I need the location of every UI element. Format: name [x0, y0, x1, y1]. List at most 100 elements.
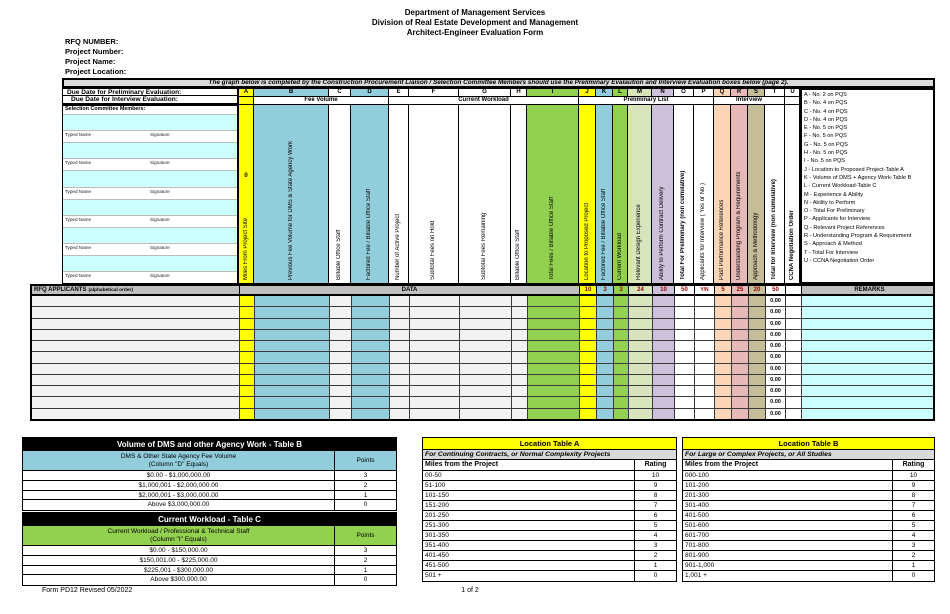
score-cell-K[interactable] [597, 352, 614, 363]
score-cell-N[interactable] [653, 341, 675, 352]
score-cell-Q[interactable] [715, 374, 732, 386]
score-cell-F[interactable] [410, 296, 460, 307]
score-cell-M[interactable] [629, 363, 653, 374]
score-cell-K[interactable] [597, 397, 614, 408]
score-cell-P[interactable] [695, 296, 715, 307]
remarks-cell[interactable] [802, 352, 933, 363]
score-cell-I[interactable] [528, 296, 580, 307]
applicant-name-cell[interactable] [32, 307, 240, 318]
score-cell-F[interactable] [410, 341, 460, 352]
committee-member-name-input[interactable] [63, 170, 237, 188]
score-cell-K[interactable] [597, 307, 614, 318]
score-cell-N[interactable] [653, 386, 675, 397]
score-cell-A[interactable] [240, 329, 255, 341]
score-cell-I[interactable] [528, 318, 580, 329]
score-cell-E[interactable] [390, 296, 410, 307]
score-cell-G[interactable] [460, 386, 512, 397]
score-cell-I[interactable] [528, 307, 580, 318]
score-cell-P[interactable] [695, 374, 715, 386]
score-cell-R[interactable] [732, 307, 749, 318]
score-cell-B[interactable] [255, 318, 330, 329]
applicant-name-cell[interactable] [32, 397, 240, 408]
remarks-cell[interactable] [802, 318, 933, 329]
score-cell-E[interactable] [390, 374, 410, 386]
score-cell-Q[interactable] [715, 408, 732, 419]
score-cell-E[interactable] [390, 397, 410, 408]
score-cell-N[interactable] [653, 408, 675, 419]
score-cell-L[interactable] [614, 363, 629, 374]
score-cell-R[interactable] [732, 296, 749, 307]
score-cell-C[interactable] [330, 341, 352, 352]
score-cell-S[interactable] [749, 318, 766, 329]
score-cell-C[interactable] [330, 408, 352, 419]
score-cell-K[interactable] [597, 329, 614, 341]
score-cell-D[interactable] [352, 363, 390, 374]
remarks-cell[interactable] [802, 363, 933, 374]
score-cell-D[interactable] [352, 374, 390, 386]
score-cell-B[interactable] [255, 329, 330, 341]
score-cell-U[interactable] [786, 352, 802, 363]
applicant-name-cell[interactable] [32, 408, 240, 419]
score-cell-E[interactable] [390, 352, 410, 363]
score-cell-A[interactable] [240, 318, 255, 329]
score-cell-M[interactable] [629, 386, 653, 397]
score-cell-K[interactable] [597, 386, 614, 397]
score-cell-D[interactable] [352, 307, 390, 318]
score-cell-C[interactable] [330, 296, 352, 307]
score-cell-B[interactable] [255, 374, 330, 386]
score-cell-O[interactable] [675, 408, 695, 419]
remarks-cell[interactable] [802, 386, 933, 397]
score-cell-M[interactable] [629, 341, 653, 352]
score-cell-G[interactable] [460, 296, 512, 307]
score-cell-R[interactable] [732, 329, 749, 341]
score-cell-S[interactable] [749, 341, 766, 352]
score-cell-Q[interactable] [715, 397, 732, 408]
score-cell-G[interactable] [460, 307, 512, 318]
score-cell-O[interactable] [675, 341, 695, 352]
score-cell-U[interactable] [786, 329, 802, 341]
score-cell-I[interactable] [528, 363, 580, 374]
score-cell-J[interactable] [580, 397, 597, 408]
score-cell-L[interactable] [614, 318, 629, 329]
score-cell-A[interactable] [240, 296, 255, 307]
score-cell-G[interactable] [460, 397, 512, 408]
score-cell-B[interactable] [255, 408, 330, 419]
score-cell-I[interactable] [528, 397, 580, 408]
committee-member-name-input[interactable] [63, 198, 237, 216]
score-cell-S[interactable] [749, 397, 766, 408]
score-cell-Q[interactable] [715, 363, 732, 374]
score-cell-P[interactable] [695, 386, 715, 397]
score-cell-O[interactable] [675, 352, 695, 363]
score-cell-D[interactable] [352, 408, 390, 419]
remarks-cell[interactable] [802, 374, 933, 386]
score-cell-H[interactable] [512, 318, 528, 329]
score-cell-M[interactable] [629, 352, 653, 363]
score-cell-S[interactable] [749, 296, 766, 307]
remarks-cell[interactable] [802, 341, 933, 352]
score-cell-N[interactable] [653, 329, 675, 341]
score-cell-R[interactable] [732, 374, 749, 386]
score-cell-S[interactable] [749, 386, 766, 397]
score-cell-D[interactable] [352, 296, 390, 307]
score-cell-F[interactable] [410, 397, 460, 408]
score-cell-N[interactable] [653, 318, 675, 329]
score-cell-B[interactable] [255, 363, 330, 374]
score-cell-P[interactable] [695, 363, 715, 374]
score-cell-U[interactable] [786, 408, 802, 419]
score-cell-L[interactable] [614, 341, 629, 352]
score-cell-F[interactable] [410, 329, 460, 341]
score-cell-Q[interactable] [715, 341, 732, 352]
score-cell-Q[interactable] [715, 307, 732, 318]
score-cell-M[interactable] [629, 397, 653, 408]
score-cell-N[interactable] [653, 352, 675, 363]
committee-member-name-input[interactable] [63, 226, 237, 244]
applicant-name-cell[interactable] [32, 363, 240, 374]
score-cell-O[interactable] [675, 307, 695, 318]
score-cell-K[interactable] [597, 318, 614, 329]
score-cell-G[interactable] [460, 341, 512, 352]
applicant-name-cell[interactable] [32, 329, 240, 341]
remarks-cell[interactable] [802, 329, 933, 341]
score-cell-B[interactable] [255, 341, 330, 352]
score-cell-N[interactable] [653, 374, 675, 386]
score-cell-E[interactable] [390, 341, 410, 352]
